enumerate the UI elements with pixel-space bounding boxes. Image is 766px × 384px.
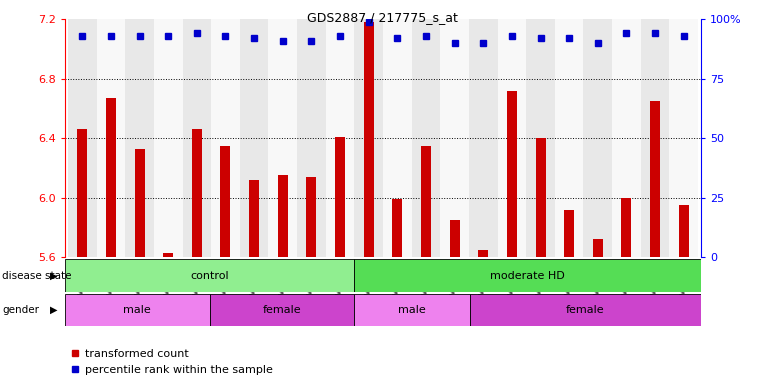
Bar: [478, 250, 488, 257]
Bar: [268, 19, 297, 257]
Bar: [364, 22, 374, 257]
Text: male: male: [398, 305, 426, 315]
Bar: [421, 146, 431, 257]
Bar: [507, 91, 517, 257]
Text: GDS2887 / 217775_s_at: GDS2887 / 217775_s_at: [306, 12, 457, 25]
Bar: [106, 98, 116, 257]
Bar: [306, 177, 316, 257]
Text: moderate HD: moderate HD: [490, 270, 565, 281]
Bar: [526, 19, 555, 257]
Bar: [210, 294, 354, 326]
Bar: [440, 19, 469, 257]
Text: ▶: ▶: [50, 270, 57, 281]
Bar: [77, 129, 87, 257]
Bar: [669, 19, 698, 257]
Text: female: female: [263, 305, 301, 315]
Bar: [68, 19, 97, 257]
Bar: [192, 129, 202, 257]
Bar: [163, 253, 173, 257]
Bar: [354, 259, 701, 292]
Bar: [584, 19, 612, 257]
Bar: [621, 198, 631, 257]
Bar: [278, 175, 288, 257]
Bar: [326, 19, 355, 257]
Bar: [640, 19, 669, 257]
Bar: [65, 294, 210, 326]
Bar: [249, 180, 259, 257]
Bar: [564, 210, 574, 257]
Bar: [612, 19, 640, 257]
Bar: [383, 19, 411, 257]
Bar: [182, 19, 211, 257]
Bar: [354, 294, 470, 326]
Bar: [97, 19, 126, 257]
Bar: [392, 199, 402, 257]
Bar: [450, 220, 460, 257]
Text: gender: gender: [2, 305, 39, 315]
Bar: [535, 138, 545, 257]
Text: disease state: disease state: [2, 270, 72, 281]
Bar: [470, 294, 701, 326]
Bar: [355, 19, 383, 257]
Bar: [679, 205, 689, 257]
Bar: [65, 259, 354, 292]
Bar: [154, 19, 182, 257]
Text: male: male: [123, 305, 151, 315]
Text: ▶: ▶: [50, 305, 57, 315]
Bar: [411, 19, 440, 257]
Bar: [211, 19, 240, 257]
Legend: transformed count, percentile rank within the sample: transformed count, percentile rank withi…: [70, 349, 273, 375]
Bar: [469, 19, 498, 257]
Bar: [126, 19, 154, 257]
Bar: [240, 19, 268, 257]
Text: control: control: [190, 270, 229, 281]
Bar: [221, 146, 231, 257]
Bar: [297, 19, 326, 257]
Text: female: female: [566, 305, 604, 315]
Bar: [335, 137, 345, 257]
Bar: [593, 240, 603, 257]
Bar: [135, 149, 145, 257]
Bar: [498, 19, 526, 257]
Bar: [555, 19, 584, 257]
Bar: [650, 101, 660, 257]
